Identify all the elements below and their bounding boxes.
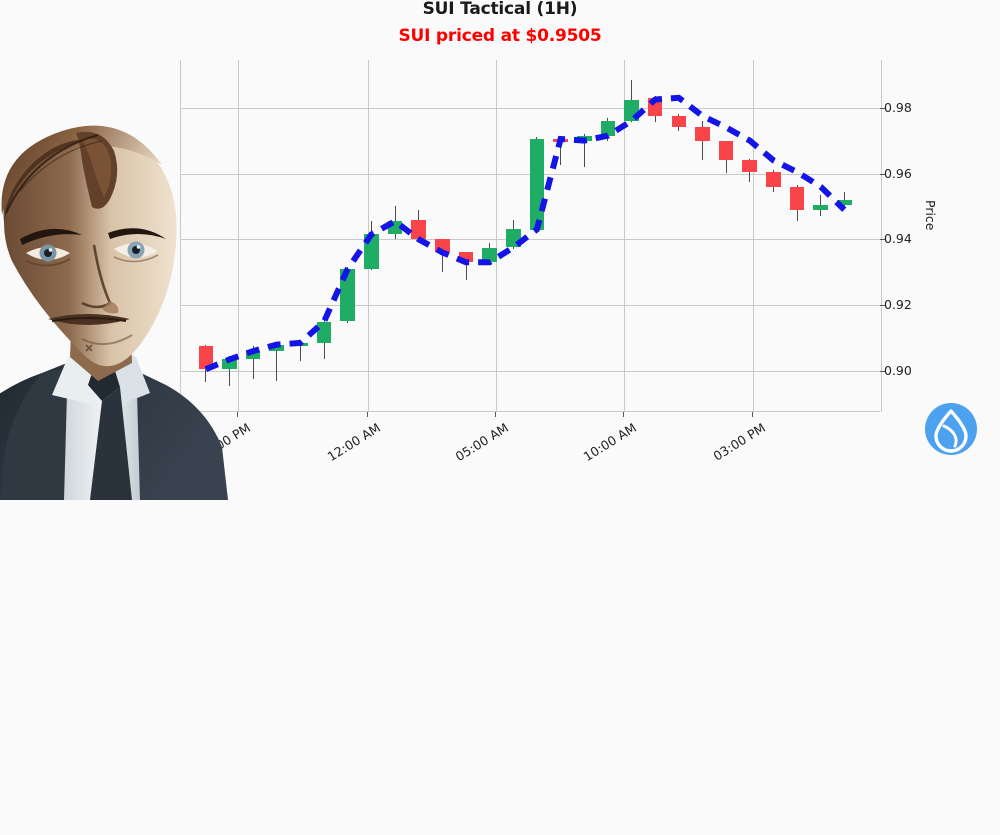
x-tick-mark <box>495 412 496 417</box>
candle-body-bearish <box>671 115 687 128</box>
gridline-vertical <box>881 60 882 412</box>
candle-body-bearish <box>695 127 710 141</box>
candle-body-bullish <box>316 321 332 343</box>
gridline-horizontal <box>181 239 881 241</box>
candle-wick <box>299 341 301 361</box>
y-tick-label: 0.90 <box>884 362 912 378</box>
x-tick-mark <box>752 412 753 417</box>
candle-body-bullish <box>600 120 616 136</box>
y-tick-mark <box>880 173 885 175</box>
candle-body-bullish <box>269 344 285 352</box>
y-tick-mark <box>880 370 885 372</box>
gridline-horizontal <box>181 107 881 109</box>
candle-wick <box>843 191 845 207</box>
y-tick-label: 0.94 <box>884 231 912 247</box>
candle-body-bearish <box>198 346 214 370</box>
candle-body-bullish <box>245 351 261 360</box>
candle-body-bearish <box>742 160 758 172</box>
chart-screenshot: SUI Tactical (1H) SUI priced at $0.9505 … <box>0 0 978 500</box>
candle-body-bearish <box>411 219 426 240</box>
page-title: SUI Tactical (1H) <box>422 0 578 19</box>
sui-droplet-logo[interactable] <box>924 402 978 456</box>
y-tick-label: 0.92 <box>884 297 912 313</box>
candle-body-bullish <box>813 204 829 210</box>
candle-wick <box>229 356 230 386</box>
x-tick-mark <box>237 412 238 417</box>
gridline-vertical <box>496 60 497 412</box>
x-tick-mark <box>367 412 368 417</box>
trend-line-path <box>204 94 847 372</box>
candle-wick <box>441 239 443 273</box>
trend-line-overlay <box>204 94 847 372</box>
candlestick-plot-area[interactable] <box>180 60 882 412</box>
candle-wick <box>252 346 254 380</box>
candle-wick <box>583 134 585 167</box>
candle-body-bullish <box>837 199 852 205</box>
candle-body-bearish <box>718 140 734 161</box>
candle-wick <box>465 252 467 281</box>
y-tick-mark <box>880 239 885 241</box>
gridline-vertical <box>624 60 625 412</box>
candle-body-bearish <box>766 171 781 187</box>
y-tick-label: 0.96 <box>884 165 912 181</box>
candle-body-bearish <box>458 252 474 263</box>
ai-android-analyst-avatar <box>0 125 228 500</box>
price-subtitle: SUI priced at $0.9505 <box>398 26 602 46</box>
y-tick-mark <box>880 305 885 307</box>
y-tick-mark <box>880 107 885 109</box>
gridline-horizontal <box>181 305 881 307</box>
candle-body-bearish <box>789 186 805 210</box>
candle-body-bullish <box>482 247 497 263</box>
candle-body-bullish <box>340 268 356 322</box>
candle-wick <box>702 120 703 161</box>
gridline-vertical <box>753 60 754 412</box>
candle-wick <box>560 135 562 166</box>
candle-body-bullish <box>222 359 237 370</box>
candle-wick <box>276 342 278 381</box>
gridline-horizontal <box>181 370 881 372</box>
y-tick-label: 0.98 <box>884 99 912 115</box>
x-tick-mark <box>623 412 624 417</box>
y-axis-label: Price <box>923 200 938 231</box>
gridline-vertical <box>238 60 239 412</box>
